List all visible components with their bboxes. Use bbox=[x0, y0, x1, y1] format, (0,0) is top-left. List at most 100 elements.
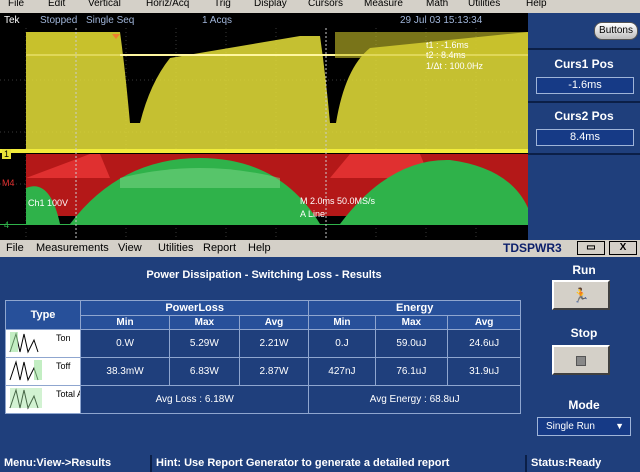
results-title: Power Dissipation - Switching Loss - Res… bbox=[146, 269, 382, 281]
scope-menu-math[interactable]: Math bbox=[426, 0, 449, 9]
table-cell: 31.9uJ bbox=[447, 357, 521, 386]
scope-menu-cursors[interactable]: Cursors bbox=[308, 0, 344, 9]
table-cell: 0.W bbox=[79, 329, 171, 358]
ton-type-cell: Ton bbox=[5, 329, 81, 358]
table-cell: 2.21W bbox=[238, 329, 310, 358]
table-cell: 24.6uJ bbox=[447, 329, 521, 358]
app-menu-view[interactable]: View bbox=[118, 242, 142, 254]
m4-marker[interactable]: M4 bbox=[2, 178, 15, 188]
side-divider bbox=[528, 48, 640, 50]
stop-label: Stop bbox=[570, 326, 598, 340]
toff-type-cell: Toff bbox=[5, 357, 81, 386]
table-cell: 59.0uJ bbox=[374, 329, 449, 358]
scope-menu-help[interactable]: Help bbox=[526, 0, 547, 9]
date-time: 29 Jul 03 15:13:34 bbox=[400, 15, 483, 26]
toff-label: Toff bbox=[56, 361, 71, 371]
energy-header: Energy bbox=[308, 300, 521, 316]
app-menu-help[interactable]: Help bbox=[248, 242, 271, 254]
status-text: Status:Ready bbox=[525, 455, 640, 472]
column-header: Avg bbox=[238, 315, 310, 330]
trigger-readout: A Line bbox=[300, 209, 326, 219]
table-row: Toff 38.3mW 6.83W 2.87W 427nJ 76.1uJ 31.… bbox=[5, 357, 521, 386]
timebase-readout: M 2.0ms 50.0MS/s bbox=[300, 196, 376, 206]
table-cell: 0.J bbox=[308, 329, 376, 358]
scope-menu-vertical[interactable]: Vertical bbox=[88, 0, 121, 9]
acq-mode: Single Seq bbox=[86, 15, 135, 26]
acq-count: 1 Acqs bbox=[202, 15, 233, 26]
curs1-position-field[interactable]: -1.6ms bbox=[536, 77, 634, 94]
waveform-graph bbox=[0, 28, 528, 240]
total-type-cell: Total Avg bbox=[5, 385, 92, 414]
scope-menu-file[interactable]: File bbox=[8, 0, 25, 9]
ton-waveform-icon: Ton bbox=[9, 332, 71, 354]
app-menu-measurements[interactable]: Measurements bbox=[36, 242, 109, 254]
ch1-scale-readout: Ch1 100V bbox=[28, 198, 69, 208]
side-divider bbox=[528, 101, 640, 103]
acq-state: Stopped bbox=[40, 15, 78, 26]
ch1-marker[interactable]: 1 bbox=[2, 149, 12, 159]
scope-menu-measure[interactable]: Measure bbox=[364, 0, 403, 9]
scope-status-bar: Tek Stopped Single Seq 1 Acqs 29 Jul 03 … bbox=[0, 13, 528, 28]
waveform-display[interactable]: 1 M4 4 Ch1 100V M 2.0ms 50.0MS/s A Line … bbox=[0, 28, 528, 240]
scope-menu-horiz-acq[interactable]: Horiz/Acq bbox=[146, 0, 190, 9]
table-cell: 6.83W bbox=[169, 357, 240, 386]
column-header: Min bbox=[79, 315, 171, 330]
curs1-label: Curs1 Pos bbox=[554, 57, 614, 71]
cursor-t1-readout: t1 : -1.6ms bbox=[426, 40, 469, 50]
results-table: Type PowerLoss Energy Min Max Avg Min Ma… bbox=[5, 300, 521, 414]
bottom-status-bar: Menu:View->Results Hint: Use Report Gene… bbox=[0, 455, 640, 472]
results-panel: Power Dissipation - Switching Loss - Res… bbox=[0, 257, 528, 455]
app-title: TDSPWR3 bbox=[503, 241, 562, 255]
ton-label: Ton bbox=[56, 333, 71, 343]
brand-label: Tek bbox=[4, 15, 20, 26]
ch4-trace bbox=[26, 158, 528, 224]
close-icon: X bbox=[619, 242, 627, 253]
stop-button[interactable] bbox=[552, 345, 610, 375]
table-cell: 427nJ bbox=[308, 357, 376, 386]
scope-menu-display[interactable]: Display bbox=[254, 0, 287, 9]
type-header: Type bbox=[5, 300, 81, 330]
scope-menu-trig[interactable]: Trig bbox=[214, 0, 231, 9]
dropdown-arrow-icon: ▼ bbox=[615, 421, 624, 431]
restore-window-button[interactable]: ▭ bbox=[577, 241, 605, 255]
column-header: Avg bbox=[447, 315, 521, 330]
app-menu-report[interactable]: Report bbox=[203, 242, 237, 254]
restore-icon: ▭ bbox=[586, 242, 596, 253]
column-header: Min bbox=[308, 315, 376, 330]
table-cell: 2.87W bbox=[238, 357, 310, 386]
buttons-button[interactable]: Buttons bbox=[594, 22, 638, 40]
cursor-delta-readout: 1/Δt : 100.0Hz bbox=[426, 61, 484, 71]
curs2-label: Curs2 Pos bbox=[554, 109, 614, 123]
close-window-button[interactable]: X bbox=[609, 241, 637, 255]
mode-value: Single Run bbox=[546, 421, 595, 432]
scope-menu-utilities[interactable]: Utilities bbox=[468, 0, 501, 9]
table-cell: 5.29W bbox=[169, 329, 240, 358]
ch4-marker[interactable]: 4 bbox=[4, 220, 10, 230]
mode-select[interactable]: Single Run ▼ bbox=[537, 417, 631, 436]
powerloss-header: PowerLoss bbox=[79, 300, 310, 316]
scope-menu-edit[interactable]: Edit bbox=[48, 0, 66, 9]
side-divider bbox=[528, 153, 640, 155]
app-menu-utilities[interactable]: Utilities bbox=[158, 242, 194, 254]
avg-loss-value: Avg Loss : 6.18W bbox=[79, 385, 310, 414]
nav-path: Menu:View->Results bbox=[4, 457, 112, 469]
table-row: Total Avg Avg Loss : 6.18W Avg Energy : … bbox=[5, 385, 521, 414]
run-button[interactable]: 🏃 bbox=[552, 280, 610, 310]
cursor-side-panel bbox=[528, 13, 640, 240]
table-cell: 76.1uJ bbox=[374, 357, 449, 386]
total-waveform-icon: Total Avg bbox=[9, 388, 92, 410]
table-cell: 38.3mW bbox=[79, 357, 171, 386]
running-man-icon: 🏃 bbox=[572, 287, 590, 303]
total-avg-label: Total Avg bbox=[56, 389, 80, 399]
app-menu-bar: File Measurements View Utilities Report … bbox=[0, 240, 640, 257]
curs2-position-field[interactable]: 8.4ms bbox=[536, 129, 634, 146]
app-menu-file[interactable]: File bbox=[6, 242, 24, 254]
scope-menu-bar: File Edit Vertical Horiz/Acq Trig Displa… bbox=[0, 0, 640, 13]
cursor-t2-readout: t2 : 8.4ms bbox=[426, 50, 466, 60]
column-header: Max bbox=[169, 315, 240, 330]
hint-text: Hint: Use Report Generator to generate a… bbox=[150, 455, 525, 472]
stop-square-icon bbox=[576, 356, 586, 367]
avg-energy-value: Avg Energy : 68.8uJ bbox=[308, 385, 521, 414]
run-label: Run bbox=[572, 263, 596, 277]
